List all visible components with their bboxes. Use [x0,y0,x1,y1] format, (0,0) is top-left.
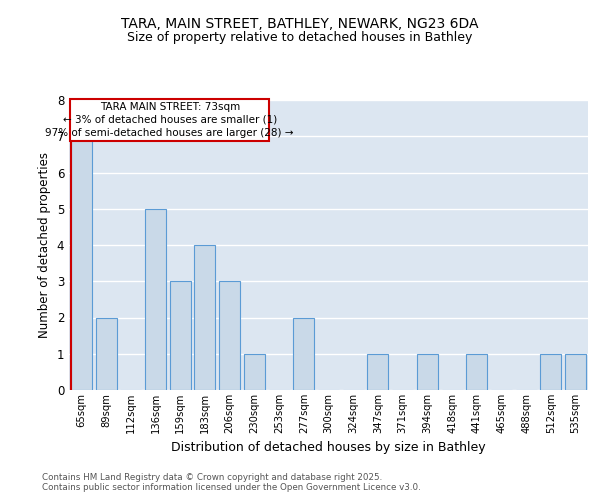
Bar [194,245,215,390]
Bar [417,354,438,390]
Bar [565,354,586,390]
Bar [541,354,562,390]
FancyBboxPatch shape [70,100,269,140]
Text: TARA, MAIN STREET, BATHLEY, NEWARK, NG23 6DA: TARA, MAIN STREET, BATHLEY, NEWARK, NG23… [121,18,479,32]
Text: ← 3% of detached houses are smaller (1): ← 3% of detached houses are smaller (1) [62,115,277,125]
Bar [145,209,166,390]
Text: Contains public sector information licensed under the Open Government Licence v3: Contains public sector information licen… [42,484,421,492]
Text: Size of property relative to detached houses in Bathley: Size of property relative to detached ho… [127,31,473,44]
Bar [367,354,388,390]
Bar [244,354,265,390]
Bar [293,318,314,390]
Text: TARA MAIN STREET: 73sqm: TARA MAIN STREET: 73sqm [100,102,240,112]
Bar [71,136,92,390]
Bar [219,281,240,390]
Y-axis label: Number of detached properties: Number of detached properties [38,152,51,338]
Bar [466,354,487,390]
Bar [95,318,116,390]
Bar [170,281,191,390]
Text: Contains HM Land Registry data © Crown copyright and database right 2025.: Contains HM Land Registry data © Crown c… [42,474,382,482]
X-axis label: Distribution of detached houses by size in Bathley: Distribution of detached houses by size … [171,442,486,454]
Text: 97% of semi-detached houses are larger (28) →: 97% of semi-detached houses are larger (… [46,128,294,138]
